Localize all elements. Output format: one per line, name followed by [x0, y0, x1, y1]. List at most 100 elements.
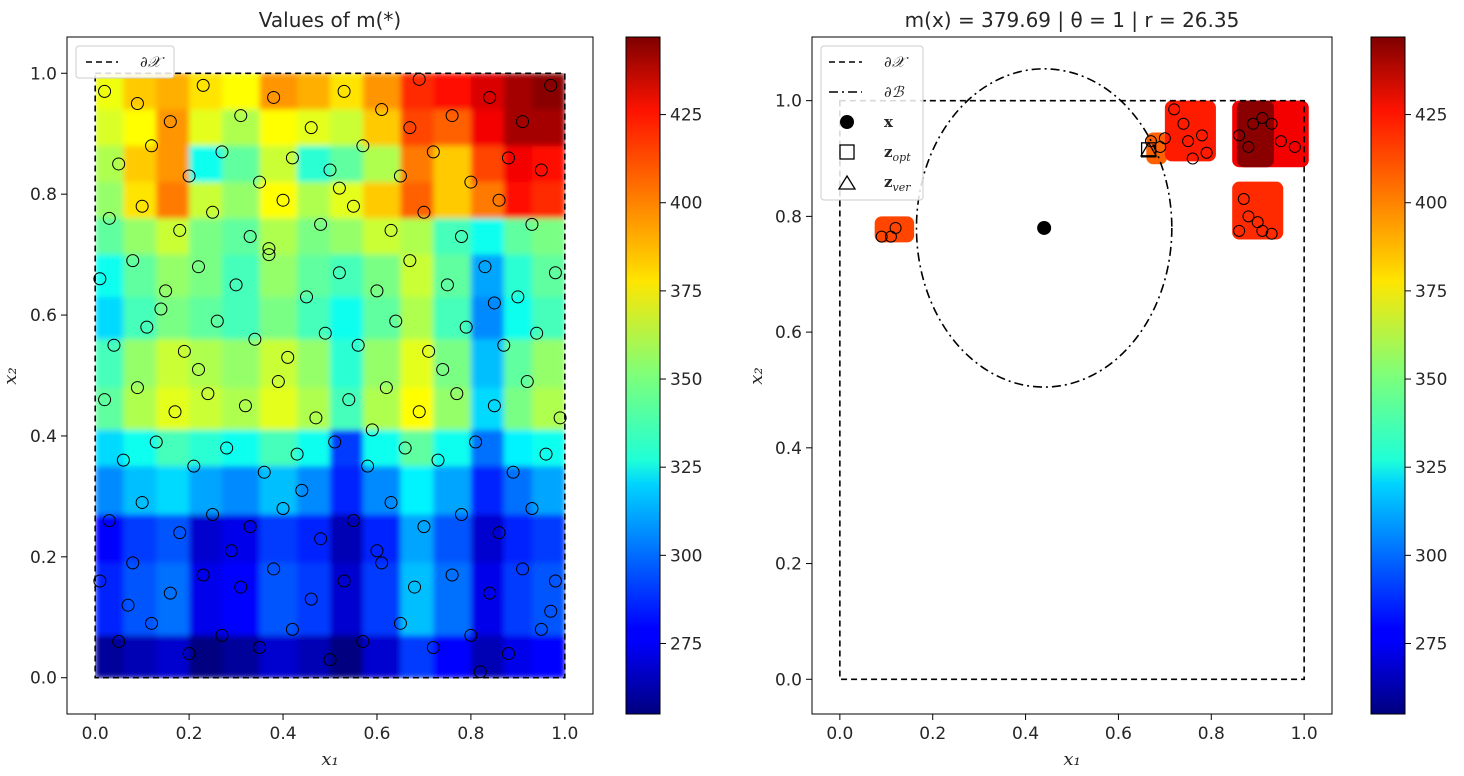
sample-point	[163, 115, 177, 129]
heat-cell	[433, 635, 472, 679]
right-axes-frame	[811, 36, 1333, 715]
sample-point	[1274, 135, 1287, 148]
left-domain-boundary	[94, 72, 566, 679]
sample-point	[370, 544, 384, 558]
heat-cell	[95, 254, 124, 298]
right-y-tick-label: 0.6	[775, 323, 802, 343]
heat-cell	[433, 387, 472, 431]
heat-cell	[95, 635, 124, 679]
right-y-tick-label: 0.4	[775, 439, 802, 459]
left-y-tick-label: 0.8	[30, 185, 57, 205]
heat-cell	[259, 387, 298, 431]
heat-cell	[503, 562, 533, 637]
feasible-patch	[874, 216, 915, 243]
sample-point	[497, 338, 511, 352]
heat-cell	[433, 182, 472, 219]
heat-cell	[189, 466, 223, 516]
heat-cell	[503, 635, 533, 679]
heat-cell	[189, 254, 223, 298]
sample-point	[525, 501, 539, 515]
sample-point	[375, 556, 389, 570]
sample-point	[182, 647, 196, 661]
sample-point	[483, 90, 497, 104]
heat-cell	[259, 109, 298, 147]
heat-cell	[189, 73, 223, 111]
right-x-ticks: 0.0 0.2 0.4 0.6 0.8 1.0	[826, 714, 1318, 744]
colorbar-tick-label: 375	[1415, 282, 1447, 302]
heat-cell	[123, 514, 157, 564]
right-y-tick-label: 0.2	[775, 555, 802, 575]
sample-point	[389, 314, 403, 328]
sample-point	[271, 375, 285, 389]
right-legend-filled-circle	[840, 115, 854, 129]
sample-point	[492, 526, 506, 540]
heat-cell	[156, 387, 190, 431]
sample-point	[149, 435, 163, 449]
right-chart-title: m(x) = 379.69 | θ = 1 | r = 26.35	[905, 8, 1240, 32]
sample-point	[548, 266, 562, 280]
left-x-tick-label: 0.2	[176, 724, 203, 744]
right-legend-box	[820, 45, 924, 201]
heat-cell	[156, 429, 190, 467]
sample-point	[1233, 224, 1246, 237]
feasible-patches	[874, 100, 1309, 243]
colorbar-tick-label: 275	[670, 634, 702, 654]
heat-cell	[503, 109, 533, 147]
sample-point	[154, 302, 168, 316]
sample-point	[403, 254, 417, 268]
heat-cell	[297, 562, 331, 637]
sample-point	[525, 217, 539, 231]
sample-point	[469, 435, 483, 449]
sample-point	[1247, 117, 1260, 130]
x-point	[1037, 220, 1052, 235]
sample-point	[455, 229, 468, 243]
right-legend: ∂𝒳 ∂ℬ x zopt zver	[820, 45, 924, 201]
left-x-tick-label: 0.8	[457, 724, 484, 744]
heat-cell	[400, 218, 434, 256]
sample-point	[173, 526, 187, 540]
heat-cell	[330, 145, 364, 183]
heat-cell	[189, 296, 223, 340]
sample-point	[304, 121, 318, 135]
heat-cell	[362, 296, 402, 340]
left-x-tick-label: 0.6	[363, 724, 390, 744]
sample-point	[455, 508, 468, 522]
heat-cell	[297, 387, 331, 431]
heat-cell	[433, 562, 472, 637]
sample-point	[356, 634, 370, 648]
heat-cell	[259, 562, 298, 637]
right-y-axis-label: x₂	[746, 367, 767, 384]
heat-cell	[156, 562, 190, 637]
sample-point	[253, 175, 267, 189]
heat-cell	[123, 635, 157, 679]
sample-point	[393, 616, 407, 630]
heat-cell	[531, 218, 566, 256]
sample-point	[257, 465, 271, 479]
sample-point	[417, 205, 431, 219]
right-x-tick-label: 0.8	[1198, 724, 1225, 744]
sample-point	[1182, 135, 1195, 148]
heat-cell	[189, 145, 223, 183]
sample-point	[534, 163, 548, 177]
heat-cell	[123, 218, 157, 256]
sample-point	[304, 592, 318, 606]
sample-point	[182, 169, 196, 183]
sample-point	[426, 641, 440, 655]
sample-point	[370, 284, 384, 298]
sample-point	[501, 647, 515, 661]
heat-cell	[362, 73, 402, 111]
heat-cell	[531, 73, 566, 111]
heat-cell	[259, 182, 298, 219]
heat-cell	[330, 296, 364, 340]
sample-point	[1256, 224, 1269, 237]
left-colorbar-gradient	[625, 36, 661, 715]
sample-point	[234, 580, 248, 594]
heat-cell	[221, 429, 261, 467]
heat-cell	[123, 296, 157, 340]
heat-cell	[433, 429, 472, 467]
sample-point	[450, 387, 464, 401]
heat-cell	[470, 339, 505, 389]
sample-point	[243, 229, 257, 243]
heat-cell	[362, 562, 402, 637]
